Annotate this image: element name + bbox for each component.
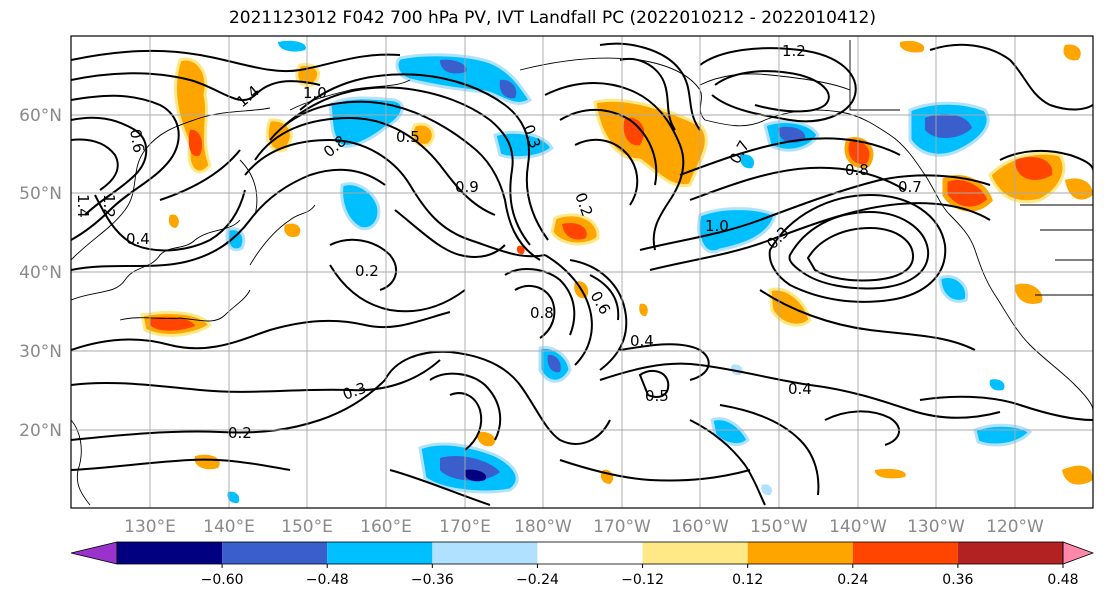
colorbar-tick-label: −0.12 xyxy=(621,572,664,588)
lat-label: 30°N xyxy=(19,342,62,362)
lon-label: 140°E xyxy=(203,517,255,537)
colorbar-segment xyxy=(852,542,958,564)
contour-label: 0.4 xyxy=(630,332,654,350)
lon-label: 120°W xyxy=(986,517,1044,537)
lon-label: 170°E xyxy=(439,517,491,537)
contour-label: 0.8 xyxy=(530,304,554,322)
contour-label: 0.5 xyxy=(396,128,420,146)
colorbar-segment xyxy=(222,542,328,564)
graticule xyxy=(71,36,1093,508)
colorbar-tick-label: −0.48 xyxy=(306,572,349,588)
colorbar-tick-label: 0.48 xyxy=(1047,572,1078,588)
lat-label: 60°N xyxy=(19,106,62,126)
contour-label: 0.2 xyxy=(228,424,252,442)
colorbar-arrow-left xyxy=(70,541,118,565)
lon-label: 130°E xyxy=(124,517,176,537)
lat-label: 20°N xyxy=(19,421,62,441)
colorbar-segment xyxy=(327,542,433,564)
colorbar-ticks: −0.60 −0.48 −0.36 −0.24 −0.12 0.12 0.24 0.36 0.4… xyxy=(201,564,1079,588)
pv-contours xyxy=(71,42,1093,506)
lon-label: 150°E xyxy=(281,517,333,537)
contour-label: 1.2 xyxy=(100,194,118,218)
colorbar-tick-label: −0.24 xyxy=(516,572,559,588)
contour-label: 0.8 xyxy=(845,161,869,179)
lat-label: 50°N xyxy=(19,184,62,204)
positive-anomaly-fills xyxy=(140,40,1093,485)
colorbar-tick-label: 0.36 xyxy=(942,572,973,588)
colorbar-tick-label: 0.24 xyxy=(837,572,868,588)
contour-label: 0.4 xyxy=(126,230,150,248)
lon-label: 160°E xyxy=(360,517,412,537)
colorbar-segments xyxy=(70,541,1095,565)
contour-label: 0.7 xyxy=(898,178,922,196)
colorbar-tick-label: −0.60 xyxy=(201,572,244,588)
latitude-labels: 60°N 50°N 40°N 30°N 20°N xyxy=(19,106,62,441)
contour-label: 0.4 xyxy=(788,380,812,398)
lon-label: 130°W xyxy=(907,517,965,537)
longitude-labels: 130°E 140°E 150°E 160°E 170°E 180°W 170°… xyxy=(124,517,1044,537)
colorbar-segment xyxy=(117,542,223,564)
contour-label: 0.5 xyxy=(645,387,669,405)
lon-label: 170°W xyxy=(593,517,651,537)
colorbar-tick-label: −0.36 xyxy=(411,572,454,588)
contour-label: 1.0 xyxy=(303,84,327,102)
negative-anomaly-fills xyxy=(225,40,1033,504)
contour-label: 0.2 xyxy=(355,262,379,280)
lat-label: 40°N xyxy=(19,263,62,283)
map-frame xyxy=(70,35,1094,509)
colorbar-segment xyxy=(747,542,853,564)
contour-label: 1.0 xyxy=(705,217,729,235)
lon-label: 180°W xyxy=(514,517,572,537)
colorbar-arrow-right xyxy=(1062,541,1095,565)
colorbar-outline xyxy=(116,541,1064,565)
contour-label: 1.2 xyxy=(782,42,806,60)
map-title: 2021123012 F042 700 hPa PV, IVT Landfall… xyxy=(228,8,876,28)
contour-label: 0.6 xyxy=(126,128,148,155)
colorbar-segment xyxy=(432,542,538,564)
contour-label: 1.4 xyxy=(74,194,92,218)
colorbar-segment xyxy=(642,542,748,564)
lon-label: 160°W xyxy=(671,517,729,537)
colorbar-segment xyxy=(957,542,1063,564)
colorbar-tick-label: 0.12 xyxy=(732,572,763,588)
lon-label: 140°W xyxy=(829,517,887,537)
colorbar: −0.60 −0.48 −0.36 −0.24 −0.12 0.12 0.24 0.36 0.4… xyxy=(70,541,1095,588)
colorbar-segment xyxy=(537,542,643,564)
contour-label: 0.9 xyxy=(455,178,479,196)
lon-label: 150°W xyxy=(750,517,808,537)
